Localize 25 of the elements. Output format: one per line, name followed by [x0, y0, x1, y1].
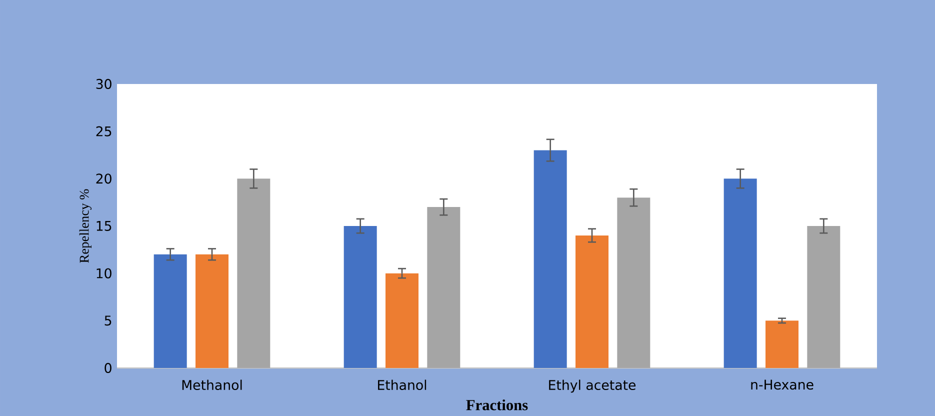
bar: [237, 178, 270, 368]
x-tick-label: Ethyl acetate: [549, 380, 636, 393]
bar: [617, 198, 650, 368]
bar: [196, 254, 229, 368]
bar: [386, 273, 418, 368]
bar: [344, 226, 377, 368]
y-tick-label: 20: [96, 174, 112, 184]
y-tick-label: 15: [96, 221, 112, 231]
y-tick-label: 10: [96, 268, 112, 278]
x-tick-label: n-Hexane: [751, 380, 814, 390]
y-tick-label: 5: [104, 316, 112, 326]
y-tick-label: 0: [104, 362, 112, 374]
x-axis-title: Fractions: [466, 399, 528, 410]
x-tick-label: Ethanol: [378, 380, 426, 390]
x-tick-label: Methanol: [182, 380, 242, 390]
bar: [576, 235, 608, 368]
bar: [427, 207, 460, 368]
bar: [154, 254, 187, 368]
y-tick-label: 25: [96, 126, 112, 136]
y-axis-title: Repellency %: [79, 189, 92, 263]
y-tick-label: 30: [96, 78, 112, 90]
bar: [534, 150, 567, 368]
bar: [724, 178, 757, 368]
bar: [807, 226, 840, 368]
bar: [766, 320, 798, 368]
